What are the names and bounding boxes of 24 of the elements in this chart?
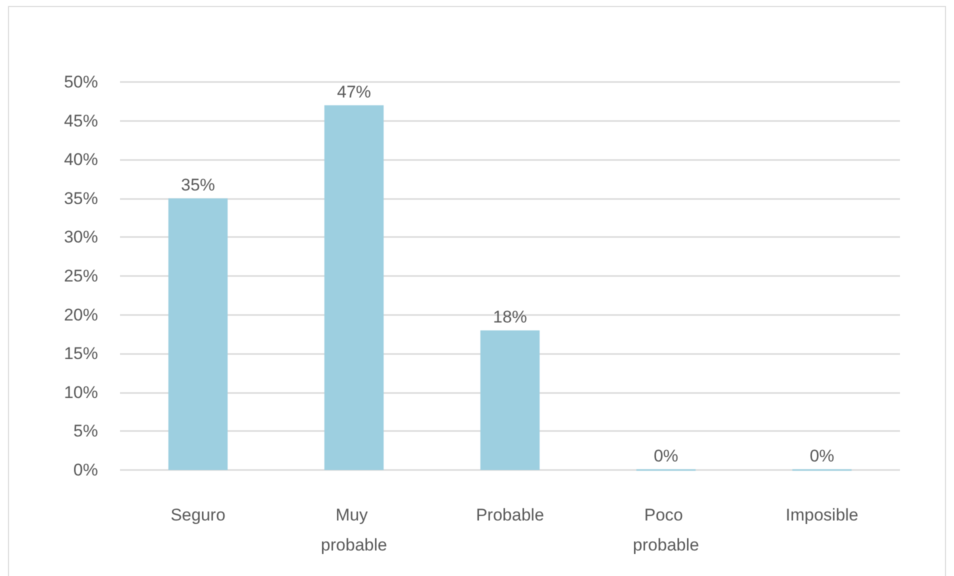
y-tick-label: 15% bbox=[64, 344, 98, 364]
y-tick-label: 30% bbox=[64, 228, 98, 247]
y-tick-label: 20% bbox=[64, 305, 98, 324]
x-tick-label: Muy probable bbox=[320, 506, 388, 554]
data-label: 35% bbox=[180, 175, 216, 194]
data-label: 0% bbox=[654, 446, 678, 466]
y-tick-label: 0% bbox=[73, 460, 98, 480]
bar bbox=[168, 198, 228, 470]
data-label: 18% bbox=[492, 307, 528, 326]
bar bbox=[480, 330, 540, 470]
y-tick-label: 5% bbox=[73, 422, 98, 441]
data-label: 0% bbox=[810, 446, 834, 466]
x-tick-label: Poco probable bbox=[632, 506, 700, 554]
x-tick-label: Probable bbox=[476, 506, 544, 524]
y-tick-label: 45% bbox=[64, 111, 98, 130]
y-tick-label: 40% bbox=[64, 150, 98, 170]
data-label: 47% bbox=[336, 82, 372, 102]
bar bbox=[324, 105, 384, 470]
y-tick-label: 25% bbox=[64, 266, 98, 286]
y-tick-label: 50% bbox=[64, 72, 98, 92]
y-tick-label: 35% bbox=[64, 188, 98, 208]
y-tick-label: 10% bbox=[64, 382, 98, 402]
x-tick-label: Seguro bbox=[170, 506, 226, 524]
x-tick-label: Imposible bbox=[786, 506, 858, 524]
